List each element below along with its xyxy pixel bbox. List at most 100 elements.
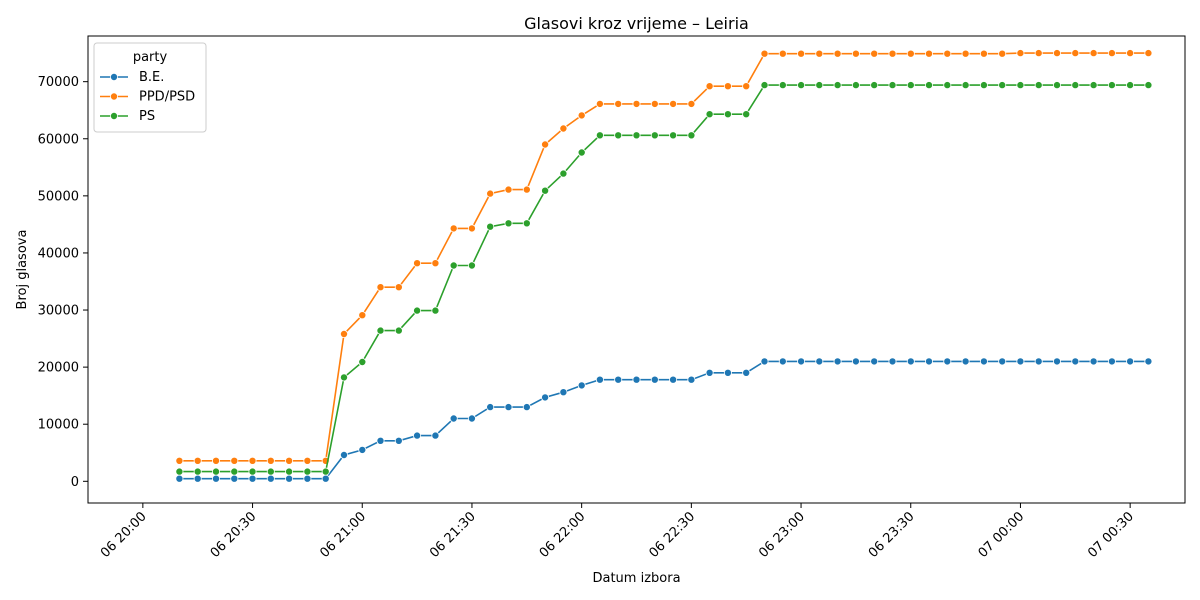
data-point bbox=[321, 474, 330, 483]
data-point bbox=[815, 81, 824, 90]
data-point bbox=[175, 456, 184, 465]
data-point bbox=[175, 467, 184, 476]
y-axis: 0 10000 20000 30000 40000 50000 60000 70000 bbox=[38, 75, 88, 490]
data-point bbox=[577, 111, 586, 120]
data-point bbox=[595, 375, 604, 384]
data-point bbox=[577, 148, 586, 157]
data-point bbox=[1089, 49, 1098, 58]
data-point bbox=[522, 219, 531, 228]
y-tick-label: 60000 bbox=[38, 132, 79, 147]
data-point bbox=[961, 49, 970, 58]
data-point bbox=[339, 450, 348, 459]
data-point bbox=[888, 49, 897, 58]
legend-label: PPD/PSD bbox=[139, 90, 195, 105]
y-tick-label: 40000 bbox=[38, 246, 79, 261]
data-point bbox=[705, 82, 714, 91]
data-point bbox=[760, 357, 769, 366]
data-point bbox=[211, 456, 220, 465]
legend-swatch-marker bbox=[110, 92, 119, 101]
data-point bbox=[266, 474, 275, 483]
x-tick-label: 06 21:00 bbox=[317, 509, 369, 561]
data-point bbox=[193, 467, 202, 476]
data-point bbox=[815, 357, 824, 366]
data-point bbox=[559, 388, 568, 397]
plot-area bbox=[87, 35, 1186, 504]
data-point bbox=[888, 81, 897, 90]
data-point bbox=[449, 224, 458, 233]
data-point bbox=[559, 124, 568, 133]
data-point bbox=[449, 261, 458, 270]
data-point bbox=[376, 326, 385, 335]
series-line bbox=[179, 52, 1149, 462]
y-tick-label: 50000 bbox=[38, 189, 79, 204]
data-point bbox=[705, 368, 714, 377]
data-point bbox=[760, 81, 769, 90]
data-point bbox=[303, 456, 312, 465]
data-point bbox=[175, 474, 184, 483]
data-point bbox=[486, 189, 495, 198]
data-point bbox=[504, 185, 513, 194]
legend-title: party bbox=[133, 50, 168, 65]
data-point bbox=[394, 436, 403, 445]
data-point bbox=[193, 474, 202, 483]
data-point bbox=[906, 81, 915, 90]
data-point bbox=[979, 49, 988, 58]
data-point bbox=[449, 414, 458, 423]
y-tick-label: 70000 bbox=[38, 75, 79, 90]
data-point bbox=[723, 110, 732, 119]
data-point bbox=[431, 431, 440, 440]
x-tick-label: 06 22:00 bbox=[537, 509, 589, 561]
x-tick-label: 07 00:00 bbox=[976, 509, 1028, 561]
data-point bbox=[998, 357, 1007, 366]
data-point bbox=[1016, 81, 1025, 90]
data-point bbox=[961, 357, 970, 366]
data-point bbox=[266, 456, 275, 465]
data-point bbox=[211, 467, 220, 476]
legend-label: PS bbox=[139, 109, 155, 124]
data-point bbox=[1071, 49, 1080, 58]
legend-item: PPD/PSD bbox=[100, 90, 195, 105]
data-point bbox=[614, 375, 623, 384]
legend-swatch-marker bbox=[110, 112, 119, 121]
x-tick-label: 06 21:30 bbox=[427, 509, 479, 561]
data-point bbox=[815, 49, 824, 58]
data-point bbox=[1053, 49, 1062, 58]
data-point bbox=[376, 283, 385, 292]
data-point bbox=[1126, 49, 1135, 58]
data-point bbox=[778, 81, 787, 90]
legend-swatch-marker bbox=[110, 73, 119, 82]
data-point bbox=[358, 357, 367, 366]
data-point bbox=[230, 467, 239, 476]
data-point bbox=[797, 49, 806, 58]
data-point bbox=[230, 474, 239, 483]
data-point bbox=[321, 467, 330, 476]
y-tick-label: 10000 bbox=[38, 418, 79, 433]
data-point bbox=[632, 131, 641, 140]
data-point bbox=[1107, 357, 1116, 366]
data-point bbox=[431, 259, 440, 268]
data-point bbox=[1144, 81, 1153, 90]
data-point bbox=[486, 222, 495, 231]
data-point bbox=[669, 99, 678, 108]
data-point bbox=[925, 357, 934, 366]
data-point bbox=[1126, 357, 1135, 366]
plot-frame bbox=[87, 35, 1186, 504]
data-point bbox=[797, 357, 806, 366]
data-point bbox=[778, 357, 787, 366]
y-tick-label: 30000 bbox=[38, 304, 79, 319]
data-point bbox=[943, 81, 952, 90]
y-tick-label: 20000 bbox=[38, 361, 79, 376]
data-point bbox=[541, 186, 550, 195]
data-point bbox=[943, 357, 952, 366]
data-point bbox=[925, 81, 934, 90]
data-point bbox=[522, 185, 531, 194]
data-point bbox=[339, 329, 348, 338]
data-point bbox=[467, 224, 476, 233]
data-point bbox=[467, 414, 476, 423]
data-point bbox=[266, 467, 275, 476]
data-point bbox=[705, 110, 714, 119]
x-tick-label: 06 22:30 bbox=[646, 509, 698, 561]
data-point bbox=[851, 49, 860, 58]
data-point bbox=[1053, 81, 1062, 90]
